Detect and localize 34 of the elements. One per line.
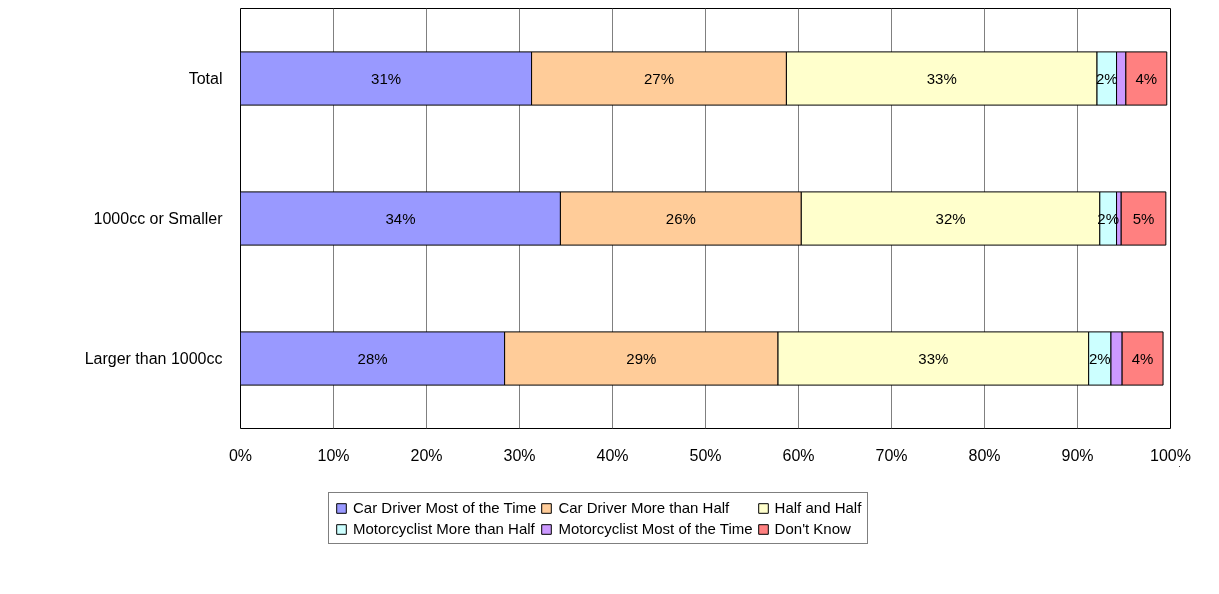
data-label: 29% [626,350,657,367]
x-tick-label: 10% [317,446,350,464]
x-tick-label: 70% [875,446,908,464]
legend-label: Don't Know [774,520,851,537]
legend-label: Half and Half [774,499,862,516]
data-label: 26% [665,210,696,227]
legend-label: Car Driver Most of the Time [353,499,537,516]
data-label: 33% [918,350,949,367]
y-tick-label: 1000cc or Smaller [93,210,224,227]
legend-label: Car Driver More than Half [558,499,730,516]
data-label: 4% [1135,70,1158,87]
y-tick-label: Total [188,70,223,87]
x-tick-label: 50% [689,446,722,464]
data-label: 2% [1088,350,1111,367]
data-label: 5% [1132,210,1155,227]
data-label: 32% [935,210,966,227]
legend-label: Motorcyclist Most of the Time [558,520,753,537]
x-tick-label: 100% [1150,446,1191,464]
x-tick-label: 20% [410,446,443,464]
x-tick-label: 80% [968,446,1001,464]
legend-label: Motorcyclist More than Half [353,520,535,537]
y-tick-label: Larger than 1000cc [84,350,223,367]
data-label: 27% [643,70,675,87]
x-tick-label: 90% [1061,446,1094,464]
data-label: 4% [1131,350,1154,367]
bar [1120,191,1167,246]
x-tick-label: 0% [228,446,253,464]
data-label: 28% [357,350,388,367]
data-label: 33% [926,70,957,87]
x-tick-label: 30% [503,446,536,464]
data-label: 34% [385,210,416,227]
x-tick-label: 40% [596,446,629,464]
data-label: 31% [371,70,402,87]
x-tick-label: 60% [782,446,815,464]
